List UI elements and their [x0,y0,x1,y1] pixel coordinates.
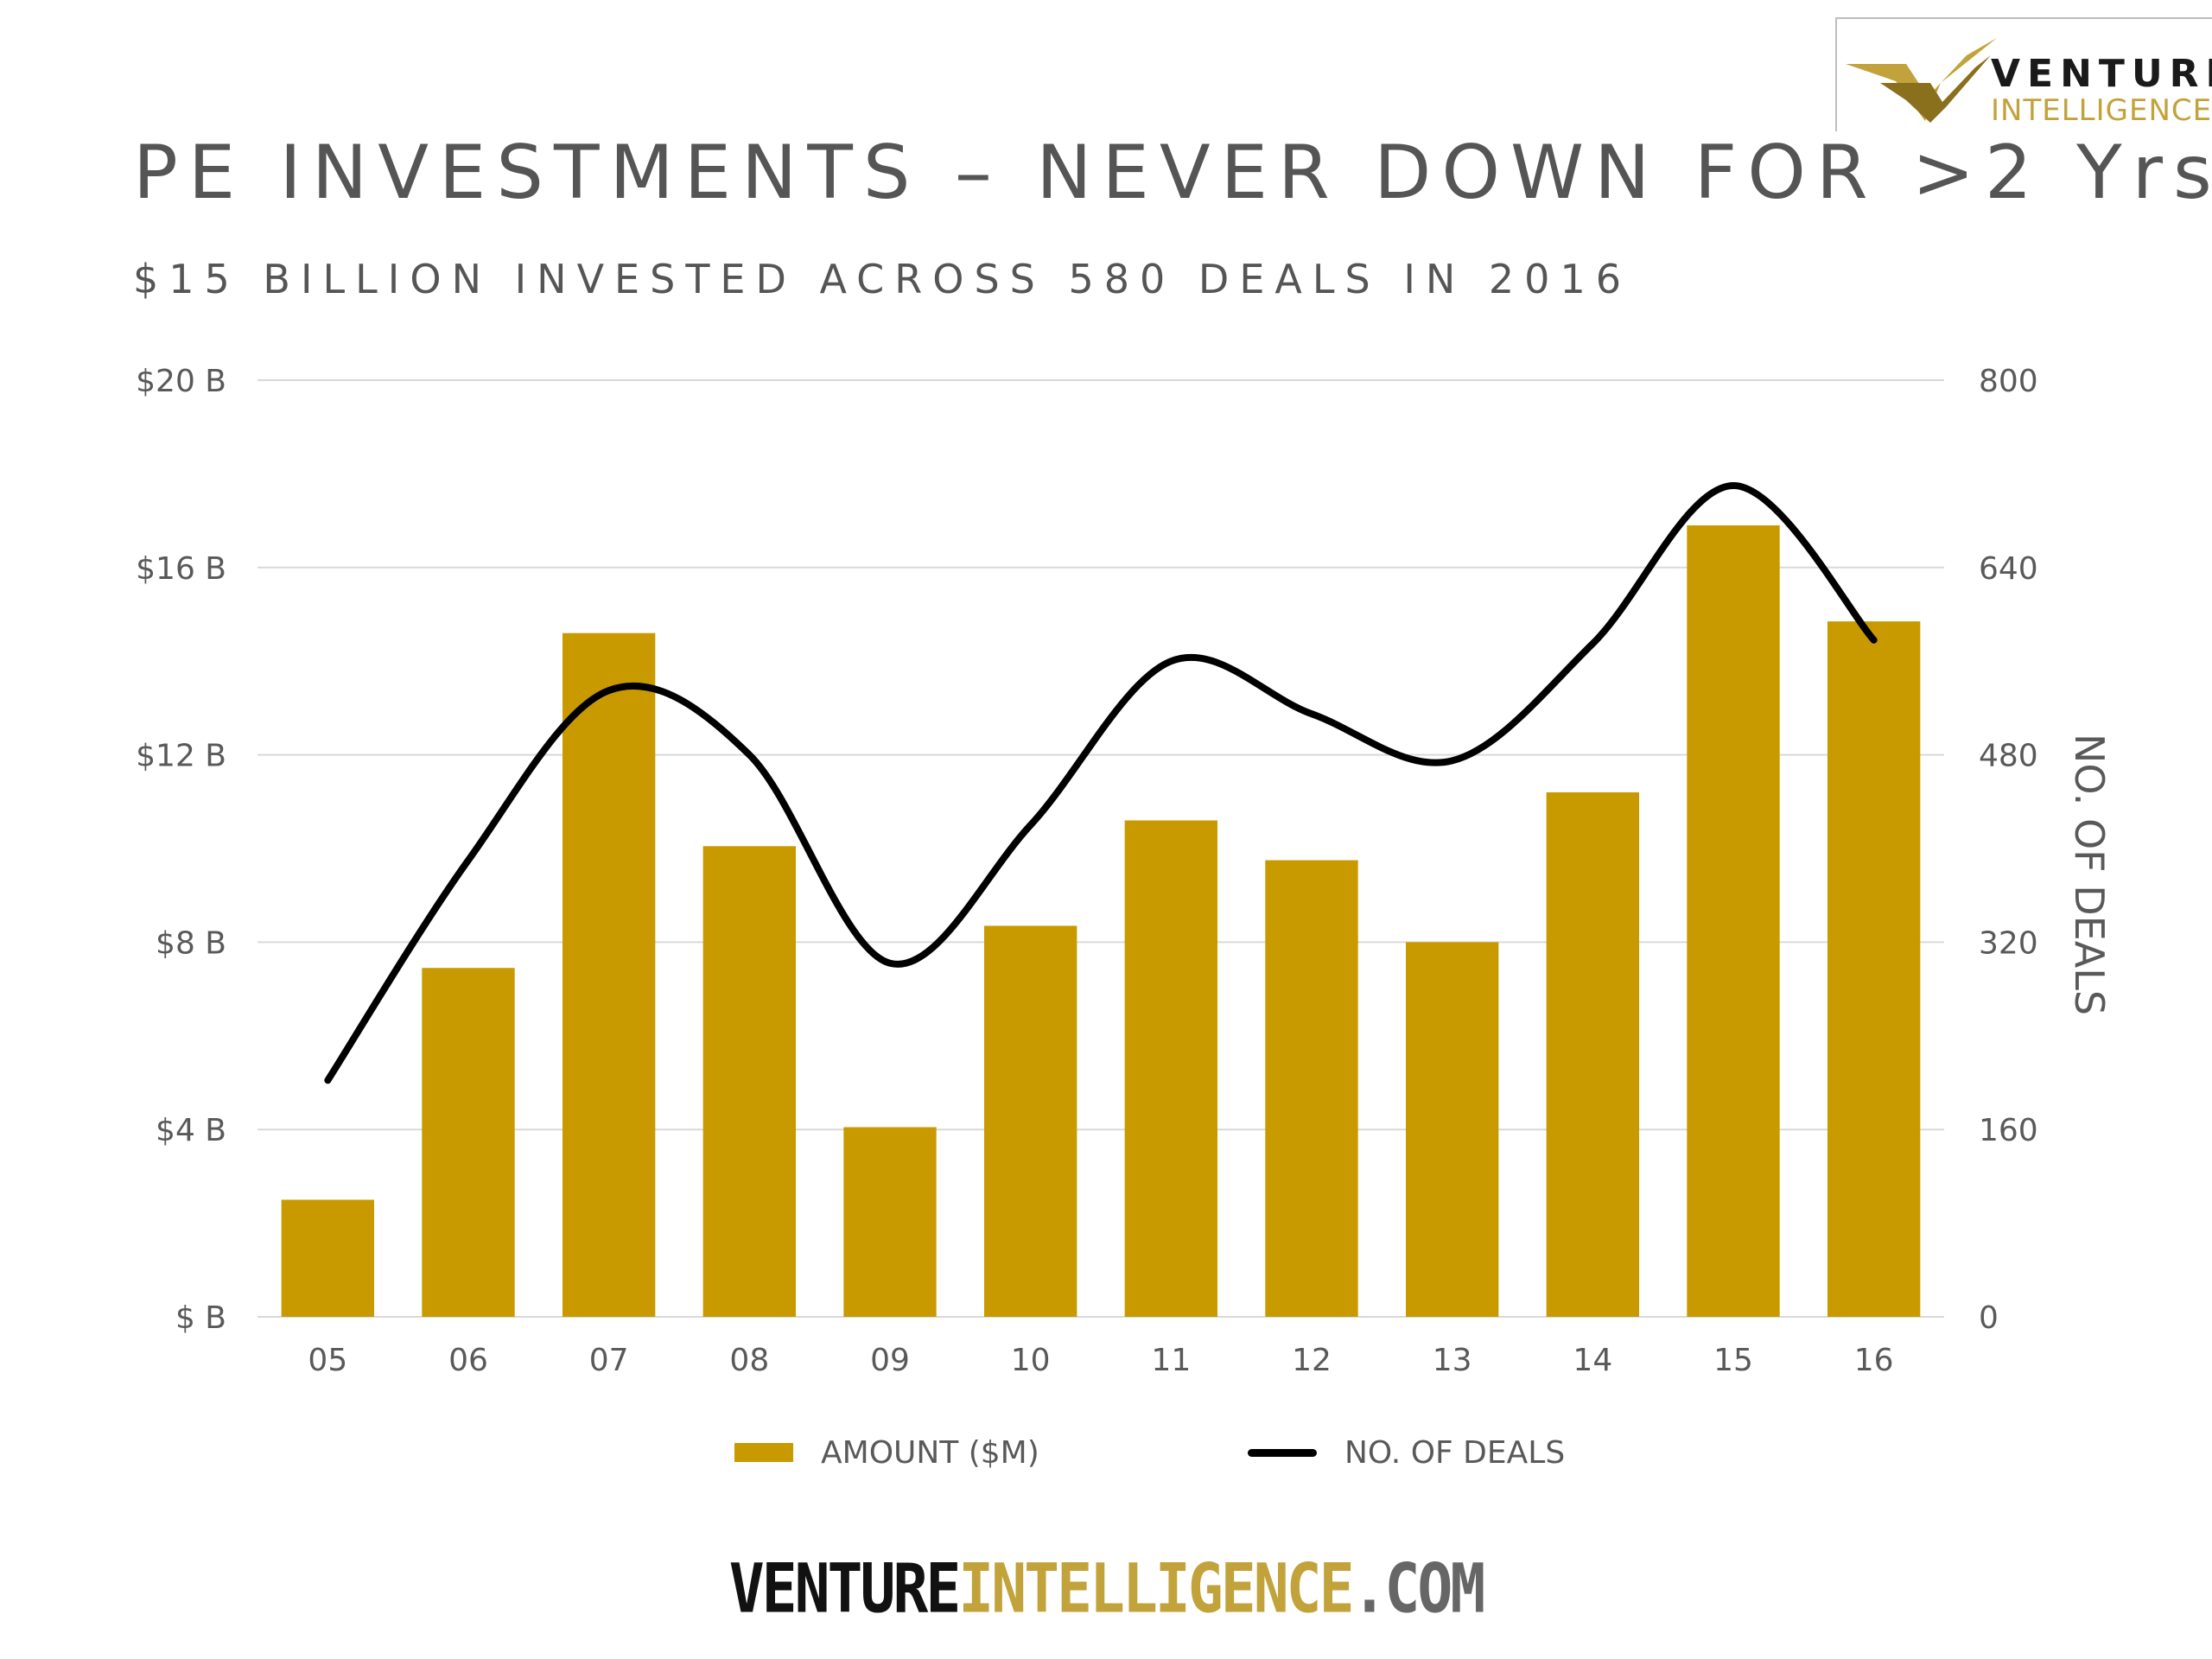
logo-checkmark-icon [1846,38,1997,123]
x-tick-label: 05 [308,1343,347,1378]
page-subtitle: $15 BILLION INVESTED ACROSS 580 DEALS IN… [133,256,1631,302]
bar-06 [422,968,515,1317]
page-title: PE INVESTMENTS – NEVER DOWN FOR >2 Yrs [133,130,2212,216]
bar-16 [1827,621,1921,1317]
legend-label-deals: NO. OF DEALS [1344,1434,1566,1471]
x-tick-label: 14 [1573,1343,1612,1378]
y-right-tick-label: 800 [1979,364,2038,399]
y-right-axis-title: NO. OF DEALS [2066,734,2113,1015]
bar-11 [1124,820,1218,1317]
y-left-tick-label: $20 B [136,364,226,399]
logo-word-intelligence: INTELLIGENCE [1991,93,2212,128]
y-left-tick-label: $16 B [136,551,226,587]
logo-word-venture: VENTURE [1991,52,2212,96]
footer-part-intelligence: INTELLIGENCE [958,1550,1354,1629]
y-right-tick-label: 320 [1979,925,2038,961]
bar-05 [281,1199,375,1317]
y-left-tick-label: $12 B [136,739,226,774]
bar-10 [983,925,1077,1317]
deals-line [324,481,1878,1084]
x-tick-label: 16 [1854,1343,1894,1378]
y-right-tick-label: 160 [1979,1113,2038,1148]
legend-item-amount: AMOUNT ($M) [734,1431,1039,1474]
footer-part-com: .COM [1351,1550,1486,1629]
y-left-tick-label: $ B [175,1300,226,1336]
x-tick-label: 13 [1433,1343,1472,1378]
bar-14 [1546,791,1640,1317]
y-right-tick-label: 480 [1979,739,2038,774]
bar-13 [1405,942,1499,1317]
footer-part-venture: VENTURE [728,1550,962,1629]
x-tick-label: 09 [870,1343,910,1378]
y-right-tick-label: 640 [1979,551,2038,587]
x-tick-label: 12 [1292,1343,1332,1378]
bar-08 [702,846,797,1317]
x-tick-label: 10 [1011,1343,1051,1378]
legend-item-deals: NO. OF DEALS [1248,1431,1565,1474]
x-tick-label: 08 [729,1343,769,1378]
footer-brand: VENTUREINTELLIGENCE.COM [0,1550,2212,1629]
legend-swatch-line [1248,1448,1317,1457]
y-left-tick-label: $8 B [156,925,226,961]
bar-12 [1265,860,1358,1317]
bar-15 [1687,525,1780,1317]
bar-07 [562,632,656,1317]
x-tick-label: 07 [589,1343,629,1378]
bar-09 [843,1127,937,1317]
x-tick-label: 06 [448,1343,488,1378]
legend-swatch-bar [734,1443,793,1462]
x-tick-label: 11 [1151,1343,1191,1378]
logo: VENTURE INTELLIGENCE [1835,17,2212,131]
y-right-tick-label: 0 [1979,1300,1999,1336]
y-left-tick-label: $4 B [156,1113,226,1148]
legend-label-amount: AMOUNT ($M) [821,1434,1039,1471]
x-tick-label: 15 [1713,1343,1753,1378]
